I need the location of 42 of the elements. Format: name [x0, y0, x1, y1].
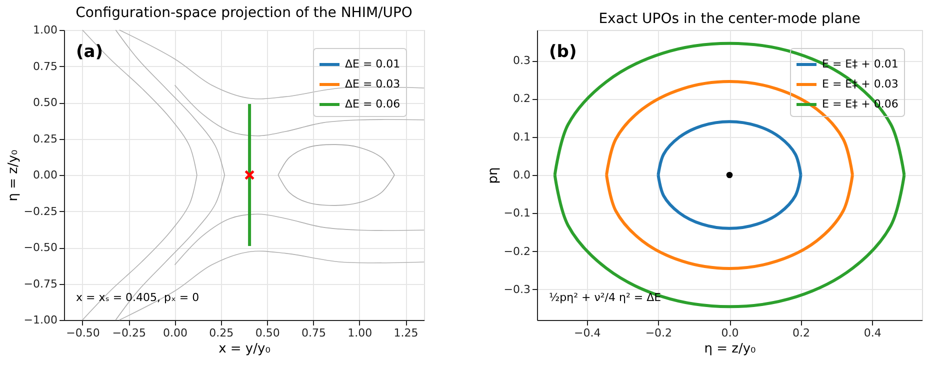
y-tick-label: 0.25 [33, 132, 58, 146]
y-axis-title: η = z/y₀ [6, 150, 21, 202]
annotation: x = xₛ = 0.405, pₓ = 0 [76, 291, 200, 304]
y-axis-title: pη [486, 167, 501, 184]
y-tick-label: 0.0 [513, 168, 530, 182]
annotation: (a) [76, 42, 104, 62]
annotation: (b) [549, 42, 577, 62]
annotation: ½pη² + ν²/4 η² = ΔE [549, 291, 662, 304]
legend-label: ΔE = 0.03 [345, 78, 400, 90]
y-tick-label: 0.1 [513, 130, 530, 144]
x-tick-label: 1.00 [348, 326, 372, 340]
y-tick-label: −0.50 [24, 241, 58, 254]
x-tick-label: −0.50 [66, 326, 100, 340]
y-tick-label: −0.1 [504, 206, 530, 220]
legend-label: ΔE = 0.06 [345, 98, 400, 110]
x-tick-label: 0.50 [255, 326, 280, 340]
y-tick-label: −0.3 [504, 282, 530, 296]
y-tick-label: 0.3 [513, 54, 530, 68]
x-tick-label: 0.25 [209, 326, 234, 340]
x-tick-label: 0.0 [721, 326, 739, 340]
y-tick-label: 0.2 [513, 92, 530, 106]
x-tick-label: 1.25 [394, 326, 418, 340]
x-tick-label: −0.4 [574, 326, 601, 340]
x-tick-label: 0.4 [864, 326, 882, 340]
y-tick-label: 0.50 [33, 96, 58, 109]
y-tick-label: 1.00 [33, 24, 58, 36]
y-tick-label: 0.75 [33, 60, 58, 73]
x-axis-title: η = z/y₀ [704, 342, 756, 356]
y-tick-label: 0.00 [33, 168, 58, 182]
x-tick-label: 0.00 [163, 326, 188, 340]
x-tick-label: 0.2 [792, 326, 810, 340]
chart-title: Configuration-space projection of the NHIM/UPO [76, 5, 412, 21]
y-tick-label: −1.00 [24, 314, 58, 326]
x-tick-label: −0.2 [645, 326, 672, 340]
chart-title: Exact UPOs in the center-mode plane [598, 11, 860, 27]
legend-label: ΔE = 0.01 [345, 58, 400, 70]
x-axis-title: x = y/y₀ [218, 342, 270, 356]
x-tick-label: −0.25 [112, 326, 146, 340]
x-tick-label: 0.75 [301, 326, 326, 340]
y-tick-label: −0.25 [24, 204, 58, 218]
y-tick-label: −0.75 [24, 277, 58, 290]
y-tick-label: −0.2 [504, 244, 530, 258]
